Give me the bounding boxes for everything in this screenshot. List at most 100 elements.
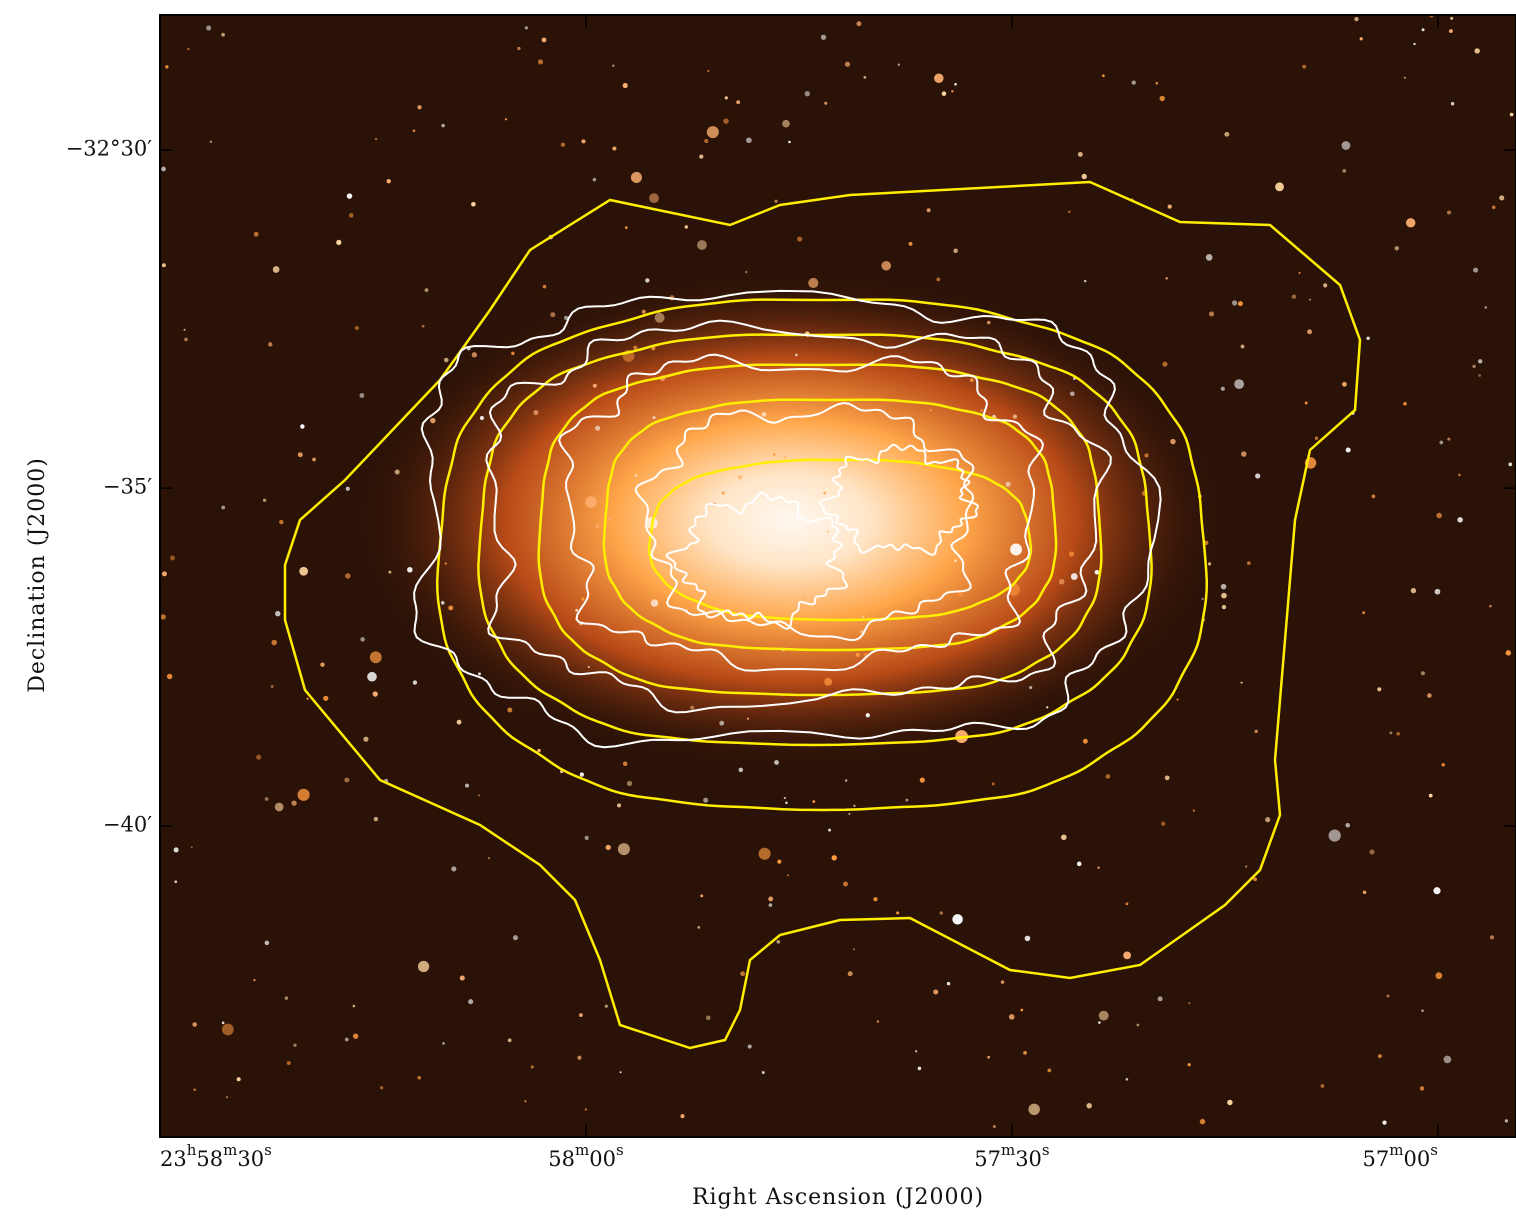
star	[353, 1005, 356, 1008]
star	[915, 1050, 917, 1052]
star	[306, 698, 308, 700]
star	[1202, 598, 1204, 600]
star	[300, 424, 304, 428]
star	[1200, 1119, 1205, 1124]
star	[253, 979, 255, 981]
star	[612, 64, 615, 67]
star	[577, 1056, 581, 1060]
star	[942, 91, 947, 96]
star	[221, 506, 225, 510]
star	[1241, 345, 1245, 349]
star	[707, 126, 719, 138]
star	[1099, 1011, 1109, 1021]
star	[222, 1022, 225, 1025]
star	[703, 798, 708, 803]
x-tick-label: 58m00s	[548, 1141, 623, 1171]
star	[697, 240, 707, 250]
star	[1234, 379, 1244, 389]
star	[803, 595, 806, 598]
star	[725, 96, 728, 99]
star	[1227, 1100, 1232, 1105]
star	[1155, 82, 1158, 85]
star	[1346, 447, 1351, 452]
star	[407, 567, 413, 573]
star	[1144, 453, 1148, 457]
star	[856, 21, 861, 26]
star	[785, 802, 788, 805]
star	[953, 249, 958, 254]
star	[1160, 96, 1165, 101]
star	[1001, 980, 1004, 983]
star	[747, 718, 749, 720]
star	[165, 65, 168, 68]
star	[812, 800, 815, 803]
star	[1436, 972, 1443, 979]
star	[1436, 513, 1442, 519]
star	[1439, 441, 1443, 445]
star	[1232, 300, 1237, 305]
star	[1342, 141, 1351, 150]
star	[1070, 391, 1075, 396]
star	[722, 491, 725, 494]
star	[1102, 74, 1105, 77]
star	[618, 843, 630, 855]
star	[947, 982, 951, 986]
star	[237, 1077, 241, 1081]
star	[1489, 605, 1492, 608]
star	[1021, 1009, 1024, 1012]
star	[161, 167, 166, 172]
star	[909, 242, 913, 246]
star	[374, 817, 378, 821]
star	[1059, 579, 1065, 585]
star	[623, 83, 628, 88]
star	[1265, 817, 1270, 822]
star	[1009, 1014, 1015, 1020]
star	[951, 90, 953, 92]
star	[824, 102, 827, 105]
star	[162, 263, 166, 267]
star	[863, 76, 866, 79]
star	[360, 637, 365, 642]
star	[413, 680, 417, 684]
star	[441, 124, 444, 127]
star	[723, 118, 729, 124]
star	[699, 155, 703, 159]
star	[623, 762, 628, 767]
star	[1411, 588, 1416, 593]
star	[762, 412, 767, 417]
star	[1165, 277, 1167, 279]
star	[719, 721, 724, 726]
figure: Right Ascension (J2000) Declination (J20…	[0, 0, 1516, 1221]
star	[543, 285, 547, 289]
star	[347, 193, 352, 198]
star	[465, 784, 469, 788]
star	[1028, 1104, 1039, 1115]
star	[221, 33, 225, 37]
star	[748, 1044, 752, 1048]
y-axis-title: Declination (J2000)	[25, 457, 50, 693]
star	[346, 487, 350, 491]
star	[845, 62, 850, 67]
star	[930, 409, 932, 411]
star	[762, 1071, 765, 1074]
star	[468, 999, 473, 1004]
star	[1343, 169, 1347, 173]
star	[954, 559, 957, 562]
star	[550, 312, 555, 317]
star	[653, 416, 656, 419]
star	[174, 880, 177, 883]
star	[460, 976, 465, 981]
star	[1137, 1024, 1140, 1027]
star	[336, 240, 341, 245]
star	[1413, 43, 1415, 45]
star	[1478, 374, 1481, 377]
star	[1315, 437, 1318, 440]
star	[524, 1100, 526, 1102]
star	[1505, 1119, 1508, 1122]
star	[1396, 732, 1400, 736]
star	[579, 1013, 583, 1017]
star	[1098, 1021, 1101, 1024]
star	[387, 179, 391, 183]
star	[992, 782, 995, 785]
star	[478, 672, 481, 675]
